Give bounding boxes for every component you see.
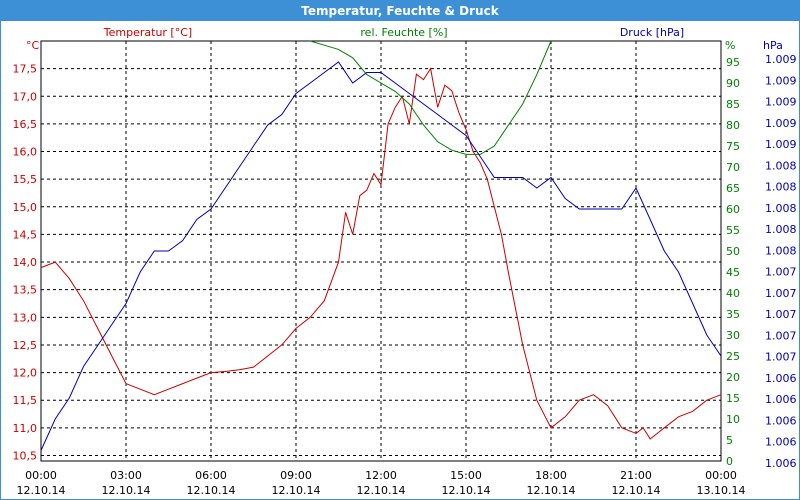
humidity-tick-label: 60 bbox=[726, 203, 740, 216]
x-tick-time-label: 21:00 bbox=[620, 469, 652, 482]
x-tick-time-label: 03:00 bbox=[110, 469, 142, 482]
humidity-tick-label: 95 bbox=[726, 56, 740, 69]
humidity-tick-label: 25 bbox=[726, 350, 740, 363]
temperature-tick-label: 12,5 bbox=[13, 339, 38, 352]
temperature-axis-label: Temperatur [°C] bbox=[103, 26, 192, 39]
humidity-tick-label: 70 bbox=[726, 161, 740, 174]
humidity-tick-label: 0 bbox=[726, 455, 733, 468]
humidity-tick-label: 85 bbox=[726, 98, 740, 111]
temperature-tick-label: 16,0 bbox=[13, 146, 38, 159]
x-tick-time-label: 09:00 bbox=[280, 469, 312, 482]
humidity-tick-label: 10 bbox=[726, 413, 740, 426]
x-tick-date-label: 12.10.14 bbox=[442, 484, 491, 497]
humidity-axis-label: rel. Feuchte [%] bbox=[360, 26, 447, 39]
pressure-axis-label: Druck [hPa] bbox=[620, 26, 684, 39]
pressure-tick-label: 1.008 bbox=[765, 202, 797, 215]
temperature-unit-label: °C bbox=[26, 39, 40, 52]
x-tick-date-label: 12.10.14 bbox=[357, 484, 406, 497]
pressure-series-line bbox=[40, 61, 722, 451]
humidity-tick-label: 30 bbox=[726, 329, 740, 342]
chart-svg: Temperatur [°C] rel. Feuchte [%] Druck [… bbox=[13, 26, 797, 497]
temperature-tick-label: 11,5 bbox=[13, 394, 38, 407]
temperature-tick-label: 16,5 bbox=[13, 118, 38, 131]
humidity-tick-label: 50 bbox=[726, 245, 740, 258]
x-tick-date-label: 13.10.14 bbox=[697, 484, 746, 497]
humidity-tick-label: 80 bbox=[726, 119, 740, 132]
pressure-tick-label: 1.008 bbox=[765, 223, 797, 236]
humidity-tick-label: 45 bbox=[726, 266, 740, 279]
pressure-tick-label: 1.007 bbox=[765, 329, 797, 342]
pressure-tick-label: 1.006 bbox=[765, 393, 797, 406]
pressure-tick-label: 1.006 bbox=[765, 414, 797, 427]
x-tick-time-label: 00:00 bbox=[705, 469, 737, 482]
x-tick-date-label: 12.10.14 bbox=[527, 484, 576, 497]
x-tick-date-label: 12.10.14 bbox=[612, 484, 661, 497]
pressure-tick-label: 1.008 bbox=[765, 181, 797, 194]
humidity-tick-label: 20 bbox=[726, 371, 740, 384]
humidity-tick-label: 40 bbox=[726, 287, 740, 300]
x-tick-time-label: 18:00 bbox=[535, 469, 567, 482]
pressure-tick-label: 1.006 bbox=[765, 436, 797, 449]
pressure-tick-label: 1.007 bbox=[765, 266, 797, 279]
pressure-tick-label: 1.008 bbox=[765, 159, 797, 172]
temperature-tick-label: 14,5 bbox=[13, 228, 38, 241]
pressure-tick-label: 1.008 bbox=[765, 244, 797, 257]
pressure-tick-label: 1.009 bbox=[765, 53, 797, 66]
x-tick-date-label: 12.10.14 bbox=[17, 484, 66, 497]
window-title: Temperatur, Feuchte & Druck bbox=[1, 1, 799, 21]
humidity-tick-label: 90 bbox=[726, 77, 740, 90]
temperature-tick-label: 14,0 bbox=[13, 256, 38, 269]
x-tick-date-label: 12.10.14 bbox=[187, 484, 236, 497]
temperature-tick-label: 13,0 bbox=[13, 311, 38, 324]
humidity-tick-label: 15 bbox=[726, 392, 740, 405]
humidity-unit-label: % bbox=[725, 39, 735, 52]
temperature-tick-label: 13,5 bbox=[13, 284, 38, 297]
pressure-unit-label: hPa bbox=[763, 39, 783, 52]
pressure-tick-label: 1.006 bbox=[765, 457, 797, 470]
temperature-tick-label: 10,5 bbox=[13, 449, 38, 462]
temperature-series-line bbox=[40, 67, 722, 440]
humidity-tick-label: 65 bbox=[726, 182, 740, 195]
x-tick-time-label: 15:00 bbox=[450, 469, 482, 482]
temperature-tick-label: 15,5 bbox=[13, 173, 38, 186]
humidity-series-line bbox=[310, 40, 552, 155]
pressure-tick-label: 1.006 bbox=[765, 372, 797, 385]
pressure-tick-label: 1.007 bbox=[765, 308, 797, 321]
pressure-tick-label: 1.009 bbox=[765, 138, 797, 151]
humidity-tick-label: 75 bbox=[726, 140, 740, 153]
pressure-tick-label: 1.009 bbox=[765, 117, 797, 130]
pressure-tick-label: 1.007 bbox=[765, 351, 797, 364]
humidity-tick-label: 55 bbox=[726, 224, 740, 237]
pressure-tick-label: 1.009 bbox=[765, 74, 797, 87]
temperature-tick-label: 12,0 bbox=[13, 367, 38, 380]
x-tick-time-label: 00:00 bbox=[25, 469, 57, 482]
humidity-tick-label: 35 bbox=[726, 308, 740, 321]
x-tick-date-label: 12.10.14 bbox=[102, 484, 151, 497]
temperature-tick-label: 11,0 bbox=[13, 422, 38, 435]
x-tick-date-label: 12.10.14 bbox=[272, 484, 321, 497]
x-tick-time-label: 06:00 bbox=[195, 469, 227, 482]
temperature-tick-label: 17,5 bbox=[13, 63, 38, 76]
pressure-tick-label: 1.007 bbox=[765, 287, 797, 300]
humidity-tick-label: 5 bbox=[726, 434, 733, 447]
temperature-tick-label: 15,0 bbox=[13, 201, 38, 214]
temperature-tick-label: 17,0 bbox=[13, 90, 38, 103]
x-tick-time-label: 12:00 bbox=[365, 469, 397, 482]
pressure-tick-label: 1.009 bbox=[765, 96, 797, 109]
